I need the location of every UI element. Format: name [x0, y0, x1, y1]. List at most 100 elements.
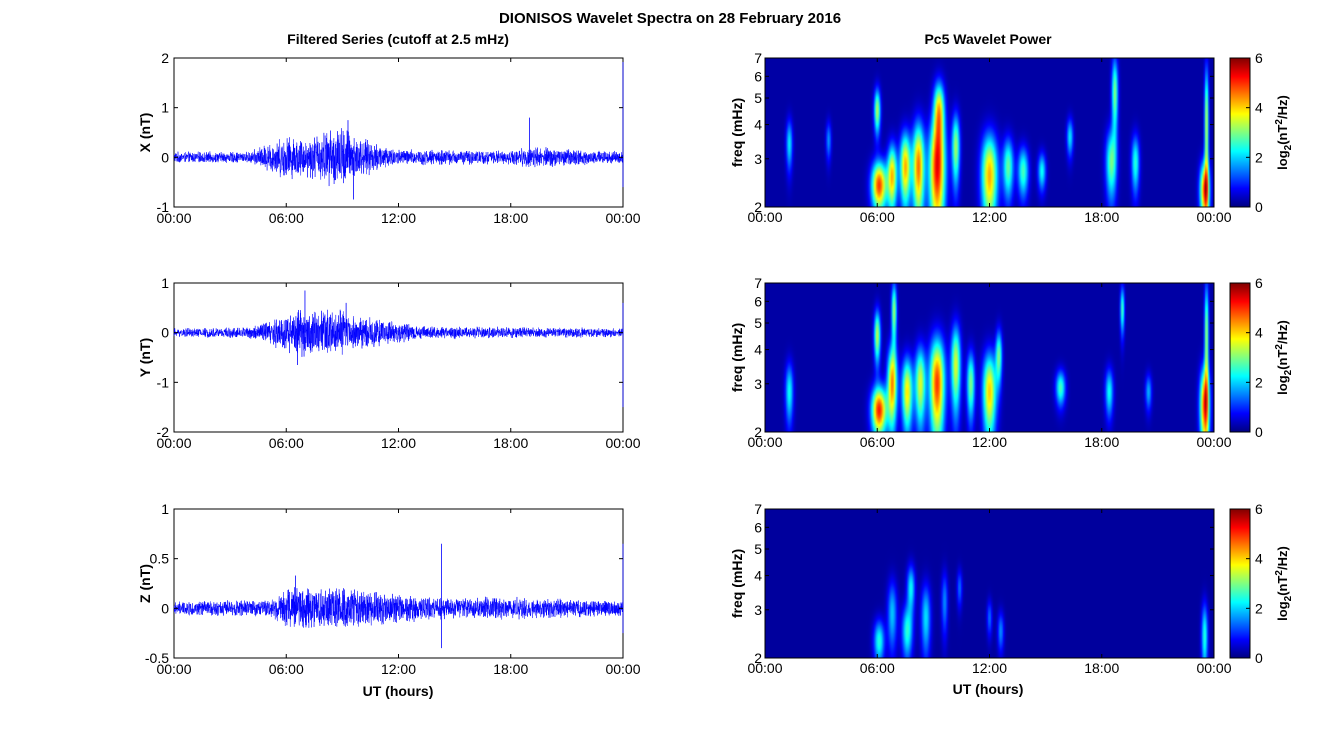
x-tick-label: 12:00 [381, 210, 416, 226]
y-tick-label: 5 [754, 315, 762, 331]
x-tick-label: 00:00 [747, 209, 782, 225]
y-tick-label: -1 [157, 374, 170, 390]
y-tick-label: 2 [161, 50, 169, 66]
plot-area [173, 282, 624, 433]
x-tick-label: 18:00 [493, 661, 528, 677]
y-tick-label: 7 [754, 501, 762, 517]
figure-title: DIONISOS Wavelet Spectra on 28 February … [499, 10, 841, 27]
x-tick-label: 00:00 [747, 434, 782, 450]
x-tick-label: 00:00 [747, 660, 782, 676]
colorbar-tick-label: 0 [1255, 199, 1263, 215]
series-line-y [173, 309, 624, 357]
x-tick-label: 00:00 [605, 210, 640, 226]
y-tick-label: 2 [754, 199, 762, 215]
y-tick-label: 1 [161, 100, 169, 116]
x-tick-label: 18:00 [493, 435, 528, 451]
colorbar-label: log2(nT2/Hz) [1274, 320, 1294, 395]
colorbar-tick-label: 2 [1255, 374, 1263, 390]
x-tick-label: 18:00 [493, 210, 528, 226]
x-tick-label: 00:00 [1196, 434, 1231, 450]
wavelet-power-image [765, 283, 1214, 432]
y-tick-label: -0.5 [145, 650, 169, 666]
colorbar-tick-label: 6 [1255, 501, 1263, 517]
x-tick-label: 00:00 [156, 210, 191, 226]
x-tick-label: 00:00 [605, 435, 640, 451]
y-tick-label: -1 [157, 199, 170, 215]
y-tick-label: 0.5 [150, 551, 170, 567]
y-axis-label: X (nT) [137, 113, 153, 153]
y-tick-label: 3 [754, 151, 762, 167]
y-tick-label: 7 [754, 50, 762, 66]
x-tick-label: 06:00 [269, 435, 304, 451]
y-tick-label: 4 [754, 342, 762, 358]
colorbar [1229, 508, 1251, 659]
x-tick-label: 12:00 [381, 661, 416, 677]
colorbar-label: log2(nT2/Hz) [1274, 95, 1294, 170]
left-column-title: Filtered Series (cutoff at 2.5 mHz) [287, 31, 509, 47]
y-tick-label: 6 [754, 519, 762, 535]
y-tick-label: 2 [754, 650, 762, 666]
right-column-title: Pc5 Wavelet Power [924, 31, 1052, 47]
plot-area [173, 508, 624, 659]
y-axis-label: freq (mHz) [729, 323, 745, 392]
x-tick-label: 06:00 [269, 661, 304, 677]
left-xlabel: UT (hours) [363, 683, 434, 699]
colorbar-tick-label: 6 [1255, 275, 1263, 291]
wavelet-power-image [765, 509, 1214, 658]
x-tick-label: 06:00 [860, 434, 895, 450]
y-tick-label: 4 [754, 117, 762, 133]
y-tick-label: 5 [754, 90, 762, 106]
y-tick-label: 3 [754, 602, 762, 618]
y-tick-label: 6 [754, 293, 762, 309]
series-panel-z: 00:00 06:00 12:00 18:00 00:00-0.500.51Z (nT) [137, 501, 641, 677]
x-tick-label: 00:00 [605, 661, 640, 677]
colorbar-label: log2(nT2/Hz) [1274, 546, 1294, 621]
right-xlabel: UT (hours) [953, 681, 1024, 697]
x-tick-label: 06:00 [269, 210, 304, 226]
x-tick-label: 00:00 [1196, 660, 1231, 676]
y-tick-label: 4 [754, 568, 762, 584]
y-axis-label: Z (nT) [137, 564, 153, 603]
wavelet-power-image [765, 58, 1214, 207]
y-tick-label: 0 [161, 325, 169, 341]
x-tick-label: 00:00 [156, 661, 191, 677]
series-line-z [173, 587, 624, 628]
series-line-x [173, 128, 624, 187]
y-tick-label: 3 [754, 376, 762, 392]
y-axis-label: freq (mHz) [729, 549, 745, 618]
x-tick-label: 12:00 [381, 435, 416, 451]
colorbar [1229, 282, 1251, 433]
x-tick-label: 06:00 [860, 209, 895, 225]
x-tick-label: 12:00 [972, 660, 1007, 676]
x-tick-label: 18:00 [1084, 434, 1119, 450]
y-tick-label: 0 [161, 149, 169, 165]
y-axis-label: freq (mHz) [729, 98, 745, 167]
y-tick-label: 5 [754, 541, 762, 557]
y-axis-label: Y (nT) [137, 338, 153, 377]
y-tick-label: 1 [161, 501, 169, 517]
x-tick-label: 06:00 [860, 660, 895, 676]
x-tick-label: 18:00 [1084, 660, 1119, 676]
colorbar-tick-label: 2 [1255, 149, 1263, 165]
x-tick-label: 18:00 [1084, 209, 1119, 225]
colorbar-tick-label: 4 [1255, 551, 1263, 567]
colorbar-tick-label: 4 [1255, 325, 1263, 341]
x-tick-label: 12:00 [972, 209, 1007, 225]
y-tick-label: 2 [754, 424, 762, 440]
colorbar-tick-label: 6 [1255, 50, 1263, 66]
y-tick-label: 1 [161, 275, 169, 291]
y-tick-label: 0 [161, 600, 169, 616]
y-tick-label: 6 [754, 68, 762, 84]
colorbar-tick-label: 4 [1255, 100, 1263, 116]
x-tick-label: 00:00 [1196, 209, 1231, 225]
y-tick-label: -2 [157, 424, 170, 440]
y-tick-label: 7 [754, 275, 762, 291]
x-tick-label: 00:00 [156, 435, 191, 451]
colorbar-tick-label: 0 [1255, 650, 1263, 666]
